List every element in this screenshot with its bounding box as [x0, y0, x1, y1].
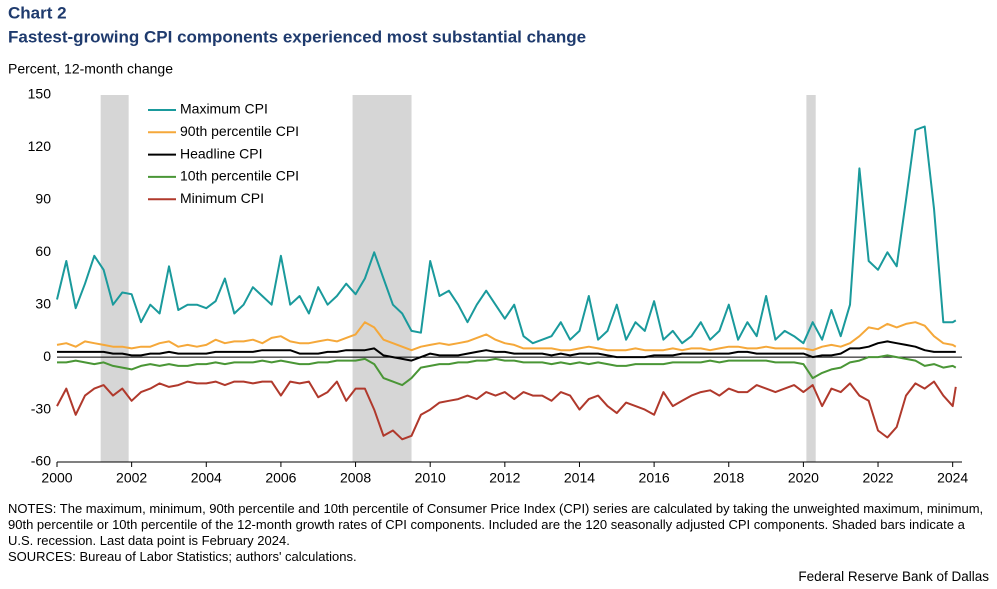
- y-tick-label: 0: [43, 348, 51, 364]
- y-tick-label: -30: [31, 400, 51, 416]
- x-tick-label: 2012: [489, 470, 520, 486]
- x-tick-label: 2002: [116, 470, 147, 486]
- series-line: [57, 354, 957, 387]
- y-axis-label: Percent, 12-month change: [8, 61, 173, 77]
- y-tick-label: 90: [35, 191, 51, 207]
- chart-title: Chart 2: [8, 3, 67, 22]
- legend-label: Headline CPI: [180, 145, 263, 161]
- legend-label: 10th percentile CPI: [180, 168, 299, 184]
- y-tick-label: 150: [28, 86, 52, 102]
- x-tick-label: 2024: [937, 470, 968, 486]
- x-tick-label: 2000: [41, 470, 72, 486]
- chart-subtitle: Fastest-growing CPI components experienc…: [8, 27, 586, 46]
- x-tick-label: 2014: [564, 470, 595, 486]
- x-tick-label: 2016: [639, 470, 670, 486]
- legend-label: 90th percentile CPI: [180, 123, 299, 139]
- legend-label: Minimum CPI: [180, 190, 264, 206]
- series-line: [57, 340, 956, 362]
- notes: NOTES: The maximum, minimum, 90th percen…: [8, 501, 993, 565]
- x-tick-label: 2006: [265, 470, 296, 486]
- series-line: [56, 380, 957, 441]
- x-tick-label: 2010: [415, 470, 446, 486]
- x-tick-label: 2004: [191, 470, 222, 486]
- x-tick-label: 2008: [340, 470, 371, 486]
- y-tick-label: 120: [28, 138, 52, 154]
- y-tick-label: 30: [35, 295, 51, 311]
- legend-label: Maximum CPI: [180, 101, 268, 117]
- recession-bar: [352, 95, 412, 462]
- x-tick-label: 2018: [713, 470, 744, 486]
- x-tick-label: 2020: [788, 470, 819, 486]
- y-tick-label: -60: [31, 453, 51, 469]
- sources-text: SOURCES: Bureau of Labor Statistics; aut…: [8, 549, 357, 564]
- series-line: [56, 321, 957, 352]
- source-org: Federal Reserve Bank of Dallas: [798, 569, 989, 584]
- x-tick-label: 2022: [862, 470, 893, 486]
- recession-bar: [100, 95, 129, 462]
- y-tick-label: 60: [35, 243, 51, 259]
- notes-text: NOTES: The maximum, minimum, 90th percen…: [8, 501, 984, 548]
- recession-bar: [806, 95, 816, 462]
- series-line: [56, 125, 957, 345]
